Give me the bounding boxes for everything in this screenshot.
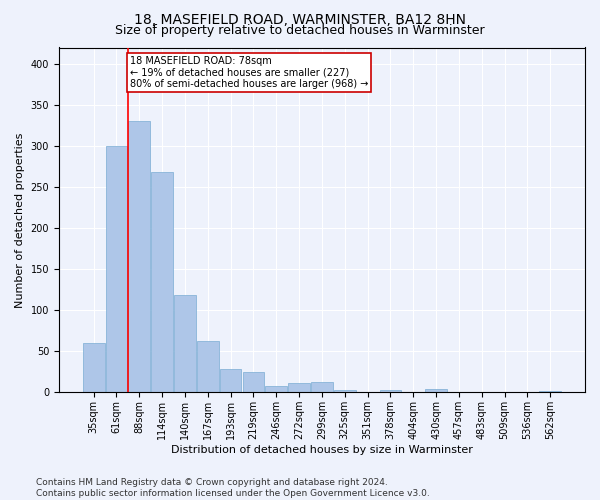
- Text: Contains HM Land Registry data © Crown copyright and database right 2024.
Contai: Contains HM Land Registry data © Crown c…: [36, 478, 430, 498]
- Bar: [380, 390, 401, 392]
- X-axis label: Distribution of detached houses by size in Warminster: Distribution of detached houses by size …: [171, 445, 473, 455]
- Bar: [265, 386, 287, 392]
- Text: Size of property relative to detached houses in Warminster: Size of property relative to detached ho…: [115, 24, 485, 37]
- Bar: [288, 384, 310, 392]
- Bar: [151, 172, 173, 392]
- Bar: [425, 389, 447, 392]
- Y-axis label: Number of detached properties: Number of detached properties: [15, 132, 25, 308]
- Bar: [197, 340, 218, 392]
- Bar: [83, 343, 104, 392]
- Bar: [311, 382, 333, 392]
- Bar: [128, 122, 150, 392]
- Bar: [334, 390, 356, 392]
- Bar: [242, 372, 265, 392]
- Bar: [220, 370, 241, 392]
- Text: 18 MASEFIELD ROAD: 78sqm
← 19% of detached houses are smaller (227)
80% of semi-: 18 MASEFIELD ROAD: 78sqm ← 19% of detach…: [130, 56, 368, 89]
- Bar: [539, 390, 561, 392]
- Bar: [174, 296, 196, 392]
- Bar: [106, 146, 127, 392]
- Text: 18, MASEFIELD ROAD, WARMINSTER, BA12 8HN: 18, MASEFIELD ROAD, WARMINSTER, BA12 8HN: [134, 12, 466, 26]
